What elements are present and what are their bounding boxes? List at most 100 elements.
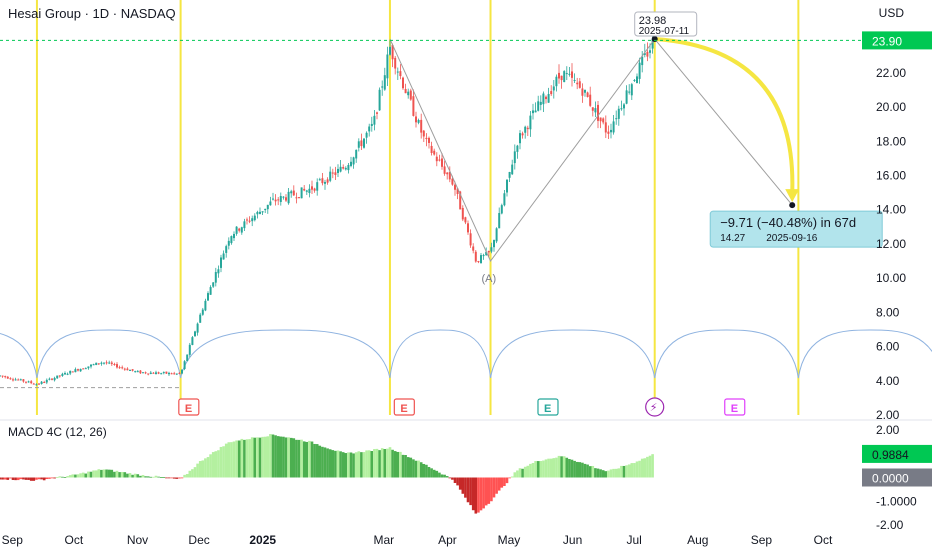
candle-body (521, 133, 524, 136)
projection-arrowhead (785, 189, 800, 203)
candle-body (126, 368, 129, 371)
candle-body (316, 182, 319, 191)
candle-body (82, 368, 85, 370)
time-tick-label: 2025 (249, 533, 276, 547)
macd-bar (55, 477, 59, 478)
candle-body (19, 379, 22, 381)
candle-body (92, 364, 95, 366)
candle-body (347, 164, 350, 171)
candle-body (591, 107, 594, 111)
candle-body (331, 172, 334, 174)
macd-bar (456, 477, 459, 486)
candle-body (443, 166, 446, 174)
candle-body (105, 362, 108, 364)
candle-body (108, 362, 111, 364)
earnings-marker-label: E (731, 403, 738, 415)
candle-body (612, 121, 615, 133)
candle-body (30, 381, 33, 384)
candle-body (225, 246, 228, 253)
candle-body (261, 211, 264, 213)
candle-body (573, 79, 576, 81)
macd-bar (651, 454, 654, 478)
candle-body (321, 178, 324, 184)
candle-body (433, 150, 436, 155)
macd-bar (198, 461, 202, 478)
wave-label: (A) (482, 273, 497, 285)
macd-bar (505, 477, 509, 484)
price-tick-label: 2.00 (876, 408, 900, 422)
candle-body (290, 191, 293, 194)
candle-body (402, 77, 404, 89)
macd-bar (464, 477, 467, 498)
candle-body (495, 228, 498, 242)
candle-body (326, 179, 329, 183)
candle-body (474, 251, 477, 262)
macd-bar (289, 437, 293, 478)
candle-body (589, 94, 592, 106)
macd-bar (271, 434, 275, 478)
candle-body (204, 300, 207, 311)
macd-bar (573, 460, 576, 478)
macd-bar (328, 449, 332, 478)
candle-body (516, 145, 519, 152)
candle-body (594, 108, 597, 113)
candle-body (235, 226, 238, 234)
candle-body (77, 369, 79, 371)
candle-body (508, 172, 511, 178)
macd-bar (245, 439, 249, 478)
candle-body (597, 104, 599, 121)
candle-body (22, 379, 25, 382)
candle-body (97, 363, 100, 365)
earnings-marker-label: E (185, 403, 192, 415)
macd-bar (471, 477, 475, 511)
macd-bar (399, 451, 402, 478)
macd-bar (401, 454, 405, 478)
macd-bar (534, 461, 537, 478)
candle-body (134, 371, 137, 373)
candle-body (565, 73, 568, 75)
macd-bar (32, 477, 36, 481)
macd-bar (354, 452, 358, 478)
candle-body (630, 84, 633, 96)
macd-bar (126, 473, 129, 478)
candle-body (303, 188, 306, 191)
candle-body (386, 54, 389, 79)
macd-bar (391, 449, 394, 478)
macd-bar (461, 477, 465, 494)
macd-bar (417, 460, 420, 478)
macd-bar (375, 448, 379, 478)
candle-body (498, 213, 501, 229)
macd-bar (214, 451, 218, 478)
candle-body (27, 381, 30, 383)
macd-bar (253, 437, 257, 478)
candle-body (607, 131, 610, 134)
candle-body (285, 197, 287, 201)
candle-body (79, 368, 82, 372)
macd-bar (100, 469, 103, 478)
macd-bar (237, 440, 241, 478)
candle-body (482, 255, 485, 257)
macd-bar (427, 466, 431, 478)
macd-bar (105, 469, 108, 478)
macd-bar (474, 477, 478, 514)
macd-bar (300, 439, 303, 478)
macd-bar (68, 475, 72, 478)
macd-bar (388, 447, 392, 478)
candle-body (350, 161, 352, 166)
macd-bar (256, 437, 259, 478)
candle-body (282, 196, 285, 198)
macd-bar (188, 470, 192, 478)
candle-body (311, 186, 313, 190)
candle-body (586, 92, 589, 97)
candle-body (602, 118, 605, 123)
candle-body (422, 130, 425, 137)
macd-bar (425, 464, 428, 478)
candle-body (526, 127, 529, 130)
candle-body (123, 368, 126, 370)
candle-body (469, 233, 472, 246)
macd-tick-label: -2.00 (876, 518, 904, 532)
candle-body (181, 369, 183, 374)
macd-bar (16, 477, 20, 481)
macd-bar (35, 477, 38, 480)
macd-bar (365, 450, 368, 478)
